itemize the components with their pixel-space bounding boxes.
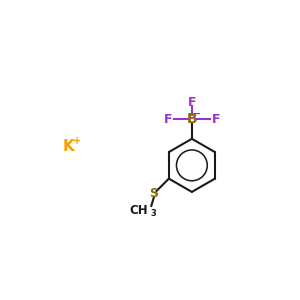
Text: K: K bbox=[62, 140, 74, 154]
Text: −: − bbox=[193, 109, 201, 119]
Text: B: B bbox=[187, 112, 197, 126]
Text: S: S bbox=[149, 187, 158, 200]
Text: F: F bbox=[188, 96, 196, 109]
Text: CH: CH bbox=[129, 205, 148, 218]
Text: F: F bbox=[212, 113, 220, 126]
Text: F: F bbox=[164, 113, 172, 126]
Text: +: + bbox=[74, 136, 82, 146]
Text: 3: 3 bbox=[151, 209, 157, 218]
